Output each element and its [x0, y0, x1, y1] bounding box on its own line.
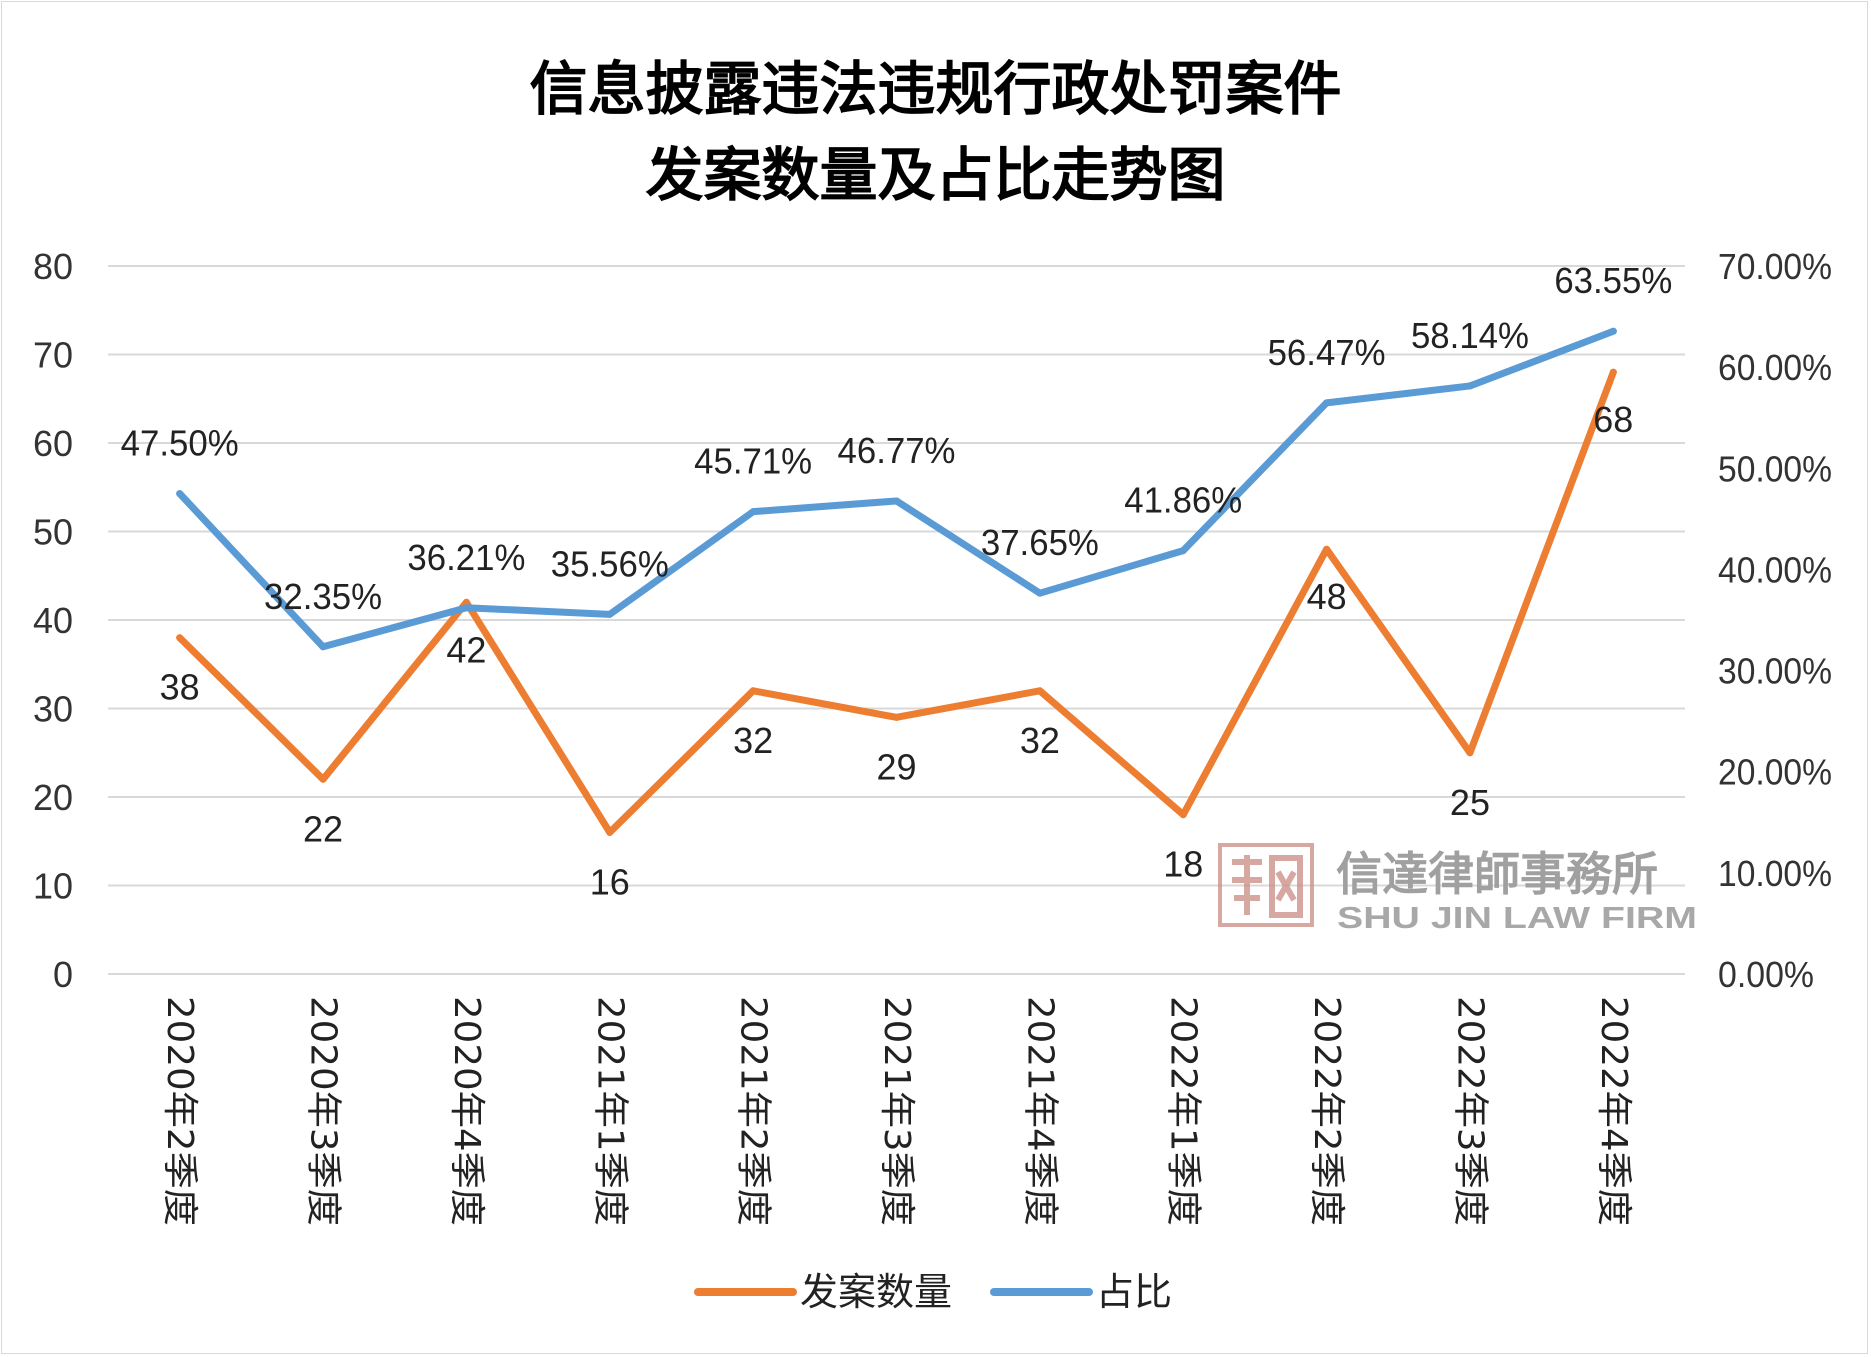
- legend: 发案数量 占比: [694, 1270, 1172, 1314]
- data-point: [1323, 399, 1331, 407]
- share-data-label: 58.14%: [1411, 315, 1529, 356]
- data-point: [606, 610, 614, 618]
- count-data-label: 25: [1450, 782, 1490, 823]
- x-tick-label: 2021年1季度: [589, 996, 630, 1226]
- y-left-tick-label: 60: [33, 423, 73, 464]
- watermark-firm-name-en: SHU JIN LAW FIRM: [1337, 900, 1697, 935]
- y-right-tick-label: 70.00%: [1718, 246, 1832, 287]
- y-axis-right: 0.00% 10.00% 20.00% 30.00% 40.00% 50.00% 60.00…: [1718, 246, 1832, 995]
- data-point: [1036, 589, 1044, 597]
- data-point: [606, 828, 614, 836]
- y-right-tick-label: 60.00%: [1718, 347, 1832, 388]
- data-point: [462, 604, 470, 612]
- data-point: [462, 598, 470, 606]
- y-right-tick-label: 40.00%: [1718, 549, 1832, 590]
- count-data-label: 16: [590, 861, 630, 902]
- data-point: [1036, 687, 1044, 695]
- count-data-label: 22: [303, 808, 343, 849]
- x-tick-label: 2020年2季度: [159, 996, 200, 1226]
- y-left-tick-label: 40: [33, 600, 73, 641]
- x-tick-label: 2022年4季度: [1593, 996, 1634, 1226]
- share-data-label: 41.86%: [1124, 480, 1242, 521]
- y-left-tick-label: 70: [33, 335, 73, 376]
- count-data-label: 29: [876, 746, 916, 787]
- y-axis-left: 0 10 20 30 40 50 60 70 80: [33, 246, 73, 995]
- count-data-label: 38: [160, 667, 200, 708]
- x-tick-label: 2021年3季度: [876, 996, 917, 1226]
- data-point: [319, 775, 327, 783]
- data-point: [176, 490, 184, 498]
- data-point: [893, 497, 900, 505]
- y-left-tick-label: 0: [53, 954, 73, 995]
- data-point: [1609, 327, 1617, 335]
- y-right-tick-label: 20.00%: [1718, 752, 1832, 793]
- data-point: [319, 643, 327, 651]
- y-left-tick-label: 10: [33, 866, 73, 907]
- x-tick-label: 2022年3季度: [1449, 996, 1490, 1226]
- share-data-label: 47.50%: [121, 423, 239, 464]
- count-data-label: 48: [1307, 576, 1347, 617]
- data-point: [1466, 749, 1474, 757]
- data-point: [1323, 545, 1331, 553]
- share-series-line: [176, 327, 1617, 651]
- share-data-label: 37.65%: [981, 522, 1099, 563]
- share-data-label: 35.56%: [551, 543, 669, 584]
- series-lines: [176, 327, 1617, 836]
- chart-title-line-1: 信息披露违法违规行政处罚案件: [529, 55, 1342, 123]
- x-tick-label: 2022年2季度: [1306, 996, 1347, 1226]
- y-left-tick-label: 20: [33, 777, 73, 818]
- data-labels: 38 22 42 16 32 29 32 18 48 25 68 47.50% 32.35% 36.21%…: [121, 260, 1673, 902]
- data-point: [1609, 368, 1617, 376]
- count-data-label: 68: [1593, 399, 1633, 440]
- y-right-tick-label: 10.00%: [1718, 853, 1832, 894]
- x-tick-label: 2020年3季度: [303, 996, 344, 1226]
- count-data-label: 18: [1163, 844, 1203, 885]
- chart-title-line-2: 发案数量及占比走势图: [645, 141, 1226, 209]
- y-left-tick-label: 50: [33, 512, 73, 553]
- y-left-tick-label: 30: [33, 689, 73, 730]
- data-point: [749, 508, 757, 516]
- legend-label: 占比: [1096, 1270, 1172, 1314]
- gridlines: [108, 265, 1685, 975]
- data-point: [176, 634, 184, 642]
- count-data-label: 32: [733, 720, 773, 761]
- count-data-label: 42: [446, 629, 486, 670]
- data-point: [893, 713, 900, 721]
- x-axis: 2020年2季度 2020年3季度 2020年4季度 2021年1季度 2021年2季度…: [159, 996, 1634, 1226]
- y-right-tick-label: 0.00%: [1718, 954, 1814, 995]
- y-right-tick-label: 30.00%: [1718, 651, 1832, 692]
- data-point: [1179, 811, 1187, 819]
- x-tick-label: 2020年4季度: [446, 996, 487, 1226]
- y-left-tick-label: 80: [33, 246, 73, 287]
- share-data-label: 32.35%: [264, 576, 382, 617]
- share-data-label: 46.77%: [838, 430, 956, 471]
- law-firm-watermark: 信達律師事務所 SHU JIN LAW FIRM: [1218, 843, 1697, 935]
- x-tick-label: 2021年2季度: [733, 996, 774, 1226]
- x-tick-label: 2021年4季度: [1019, 996, 1060, 1226]
- seal-icon: [1218, 843, 1314, 927]
- data-point: [1466, 382, 1474, 390]
- count-data-label: 32: [1020, 720, 1060, 761]
- share-data-label: 36.21%: [407, 537, 525, 578]
- share-data-label: 45.71%: [694, 441, 812, 482]
- y-right-tick-label: 50.00%: [1718, 448, 1832, 489]
- x-tick-label: 2022年1季度: [1163, 996, 1204, 1226]
- data-point: [1179, 547, 1187, 555]
- watermark-firm-name-cn: 信達律師事務所: [1336, 847, 1658, 901]
- share-data-label: 56.47%: [1268, 332, 1386, 373]
- legend-label: 发案数量: [800, 1270, 952, 1314]
- share-data-label: 63.55%: [1554, 260, 1672, 301]
- data-point: [749, 687, 757, 695]
